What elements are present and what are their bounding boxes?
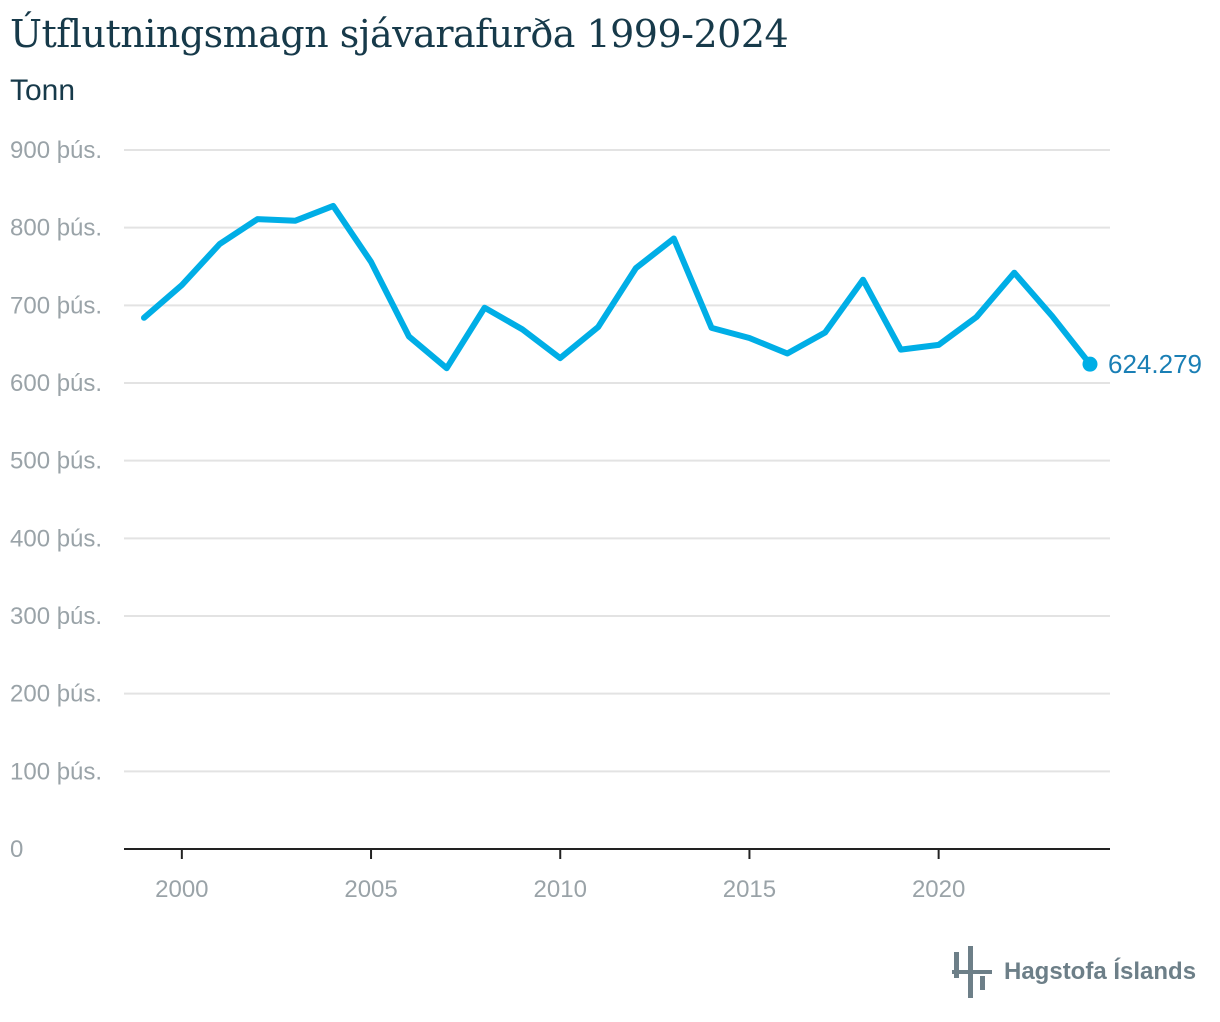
data-point	[368, 259, 374, 265]
data-point	[330, 203, 336, 209]
data-point	[784, 350, 790, 356]
grid-layer	[124, 149, 1110, 773]
y-tick-label: 700 þús.	[10, 292, 102, 319]
data-point	[595, 324, 601, 330]
data-point	[822, 330, 828, 336]
data-point	[936, 342, 942, 348]
line-chart: 0 100 þús. 200 þús. 300 þús. 400 þús. 500 þús…	[10, 137, 1202, 903]
data-point	[671, 236, 677, 242]
data-point	[217, 241, 223, 247]
x-tick-label: 2015	[723, 876, 776, 903]
x-tick-label: 2005	[344, 876, 397, 903]
data-point	[179, 282, 185, 288]
data-point	[633, 265, 639, 271]
y-tick-label: 400 þús.	[10, 525, 102, 552]
data-point	[898, 347, 904, 353]
chart-title: Útflutningsmagn sjávarafurða 1999-2024	[10, 12, 789, 56]
series-layer: 624.279	[141, 202, 1202, 379]
end-point	[1082, 356, 1098, 372]
y-tick-label: 500 þús.	[10, 448, 102, 475]
data-point	[973, 314, 979, 320]
y-tick-label: 200 þús.	[10, 681, 102, 708]
y-tick-label: 300 þús.	[10, 603, 102, 630]
data-point	[709, 325, 715, 331]
chart-subtitle: Tonn	[10, 74, 76, 107]
data-point	[406, 333, 412, 339]
data-point	[255, 216, 261, 222]
y-tick-label: 900 þús.	[10, 137, 102, 164]
axis-layer: 0 100 þús. 200 þús. 300 þús. 400 þús. 500 þús…	[10, 137, 1110, 903]
data-point	[746, 335, 752, 341]
x-tick-label: 2010	[534, 876, 587, 903]
y-tick-label: 600 þús.	[10, 370, 102, 397]
y-tick-label: 800 þús.	[10, 215, 102, 242]
data-point	[1011, 270, 1017, 276]
data-point	[860, 277, 866, 283]
x-tick-label: 2000	[155, 876, 208, 903]
data-point	[141, 315, 147, 321]
hagstofa-logo-text: Hagstofa Íslands	[1004, 958, 1197, 985]
hagstofa-logo[interactable]: Hagstofa Íslands	[952, 946, 1196, 998]
end-value-label: 624.279	[1108, 349, 1202, 379]
y-tick-label: 0	[10, 836, 23, 863]
y-tick-label: 100 þús.	[10, 758, 102, 785]
data-point	[557, 355, 563, 361]
data-point	[292, 218, 298, 224]
series-line	[141, 202, 1093, 372]
data-point	[1049, 313, 1055, 319]
data-point	[482, 305, 488, 311]
x-tick-label: 2020	[912, 876, 965, 903]
hagstofa-logo-icon	[952, 946, 992, 998]
data-point	[519, 326, 525, 332]
data-point	[444, 365, 450, 371]
